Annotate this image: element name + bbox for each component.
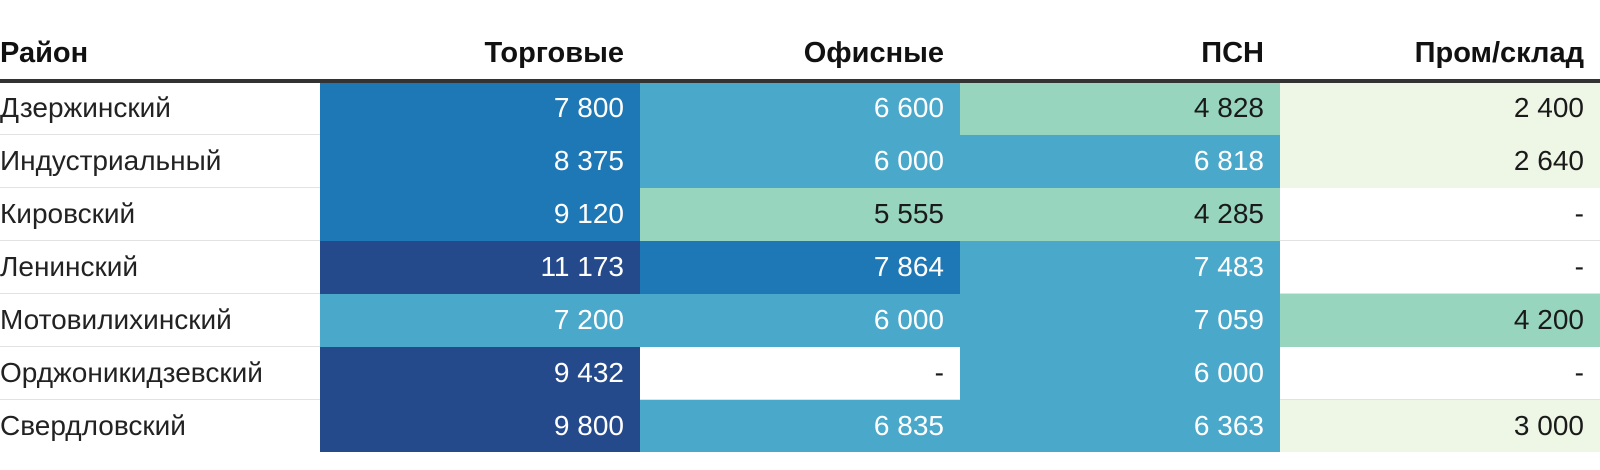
cell-office: 6 600	[640, 81, 960, 135]
cell-retail: 7 200	[320, 293, 640, 347]
cell-office: -	[640, 346, 960, 400]
cell-retail: 8 375	[320, 134, 640, 188]
table-row: Мотовилихинский 7 200 6 000 7 059 4 200	[0, 293, 1600, 347]
cell-office: 6 000	[640, 293, 960, 347]
cell-industrial-warehouse: -	[1280, 187, 1600, 241]
header-row: Район Торговые Офисные ПСН Пром/склад	[0, 27, 1600, 83]
cell-retail: 9 432	[320, 346, 640, 400]
header-office: Офисные	[640, 27, 960, 83]
cell-office: 5 555	[640, 187, 960, 241]
district-name: Свердловский	[0, 409, 186, 441]
cell-psn: 6 363	[960, 399, 1280, 452]
cell-psn: 4 828	[960, 81, 1280, 135]
cell-industrial-warehouse: 2 400	[1280, 81, 1600, 135]
header-district: Район	[0, 27, 320, 83]
table-body: Дзержинский 7 800 6 600 4 828 2 400 Индустриа…	[0, 81, 1600, 452]
district-name: Индустриальный	[0, 134, 320, 188]
heatmap-table: Район Торговые Офисные ПСН Пром/склад Дз…	[0, 27, 1600, 452]
header-psn: ПСН	[960, 27, 1280, 83]
district-name: Орджоникидзевский	[0, 346, 320, 400]
cell-industrial-warehouse: 3 000	[1280, 399, 1600, 452]
cell-industrial-warehouse: 4 200	[1280, 293, 1600, 347]
cell-psn: 7 483	[960, 240, 1280, 294]
district-name: Кировский	[0, 187, 320, 241]
cell-industrial-warehouse: -	[1280, 240, 1600, 294]
cell-office: 7 864	[640, 240, 960, 294]
cell-psn: 7 059	[960, 293, 1280, 347]
cell-psn: 4 285	[960, 187, 1280, 241]
district-name: Дзержинский	[0, 81, 320, 135]
table-row: Кировский 9 120 5 555 4 285-	[0, 187, 1600, 241]
cell-psn: 6 000	[960, 346, 1280, 400]
table-row: Ленинский 11 173 7 864 7 483-	[0, 240, 1600, 294]
cell-office: 6 000	[640, 134, 960, 188]
district-name: Ленинский	[0, 240, 320, 294]
cell-psn: 6 818	[960, 134, 1280, 188]
cell-industrial-warehouse: -	[1280, 346, 1600, 400]
cell-retail: 9 120	[320, 187, 640, 241]
cell-industrial-warehouse: 2 640	[1280, 134, 1600, 188]
cell-retail: 7 800	[320, 81, 640, 135]
cell-retail: 11 173	[320, 240, 640, 294]
cell-retail: 9 800	[320, 399, 640, 452]
header-retail: Торговые	[320, 27, 640, 83]
table-row: Индустриальный 8 375 6 000 6 818 2 640	[0, 134, 1600, 188]
table-row: Дзержинский 7 800 6 600 4 828 2 400	[0, 81, 1600, 135]
header-industrial-warehouse: Пром/склад	[1280, 27, 1600, 83]
cell-office: 6 835	[640, 399, 960, 452]
table-row: Орджоникидзевский 9 432-6 000-	[0, 346, 1600, 400]
table-row: Свердловский 9 800 6 835 6 363 3 000	[0, 399, 1600, 452]
district-name: Мотовилихинский	[0, 293, 320, 347]
